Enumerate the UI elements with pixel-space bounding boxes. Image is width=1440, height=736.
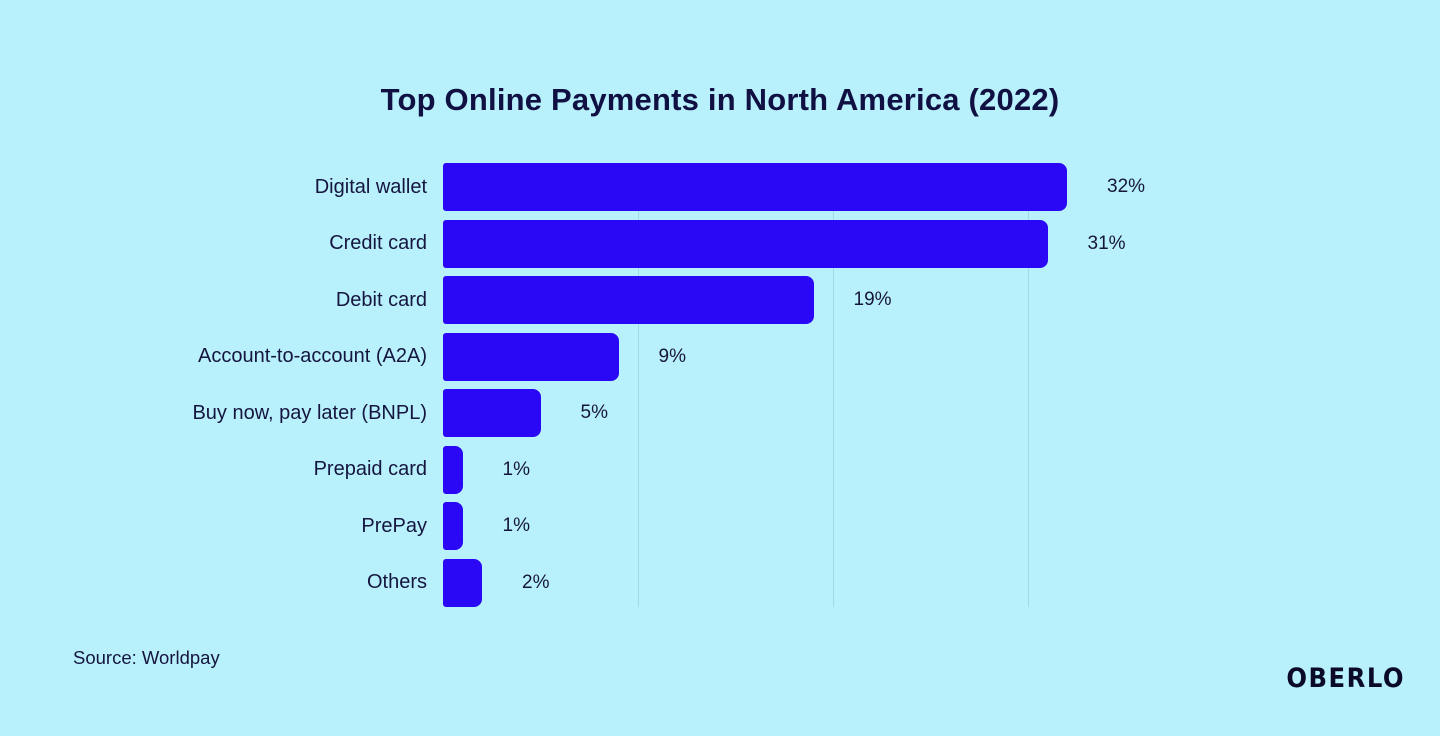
bar	[443, 502, 463, 551]
gridline-20pct	[833, 163, 834, 607]
chart-row: Digital wallet 32%	[0, 163, 1440, 211]
value-label: 9%	[658, 345, 686, 367]
chart-row: Account-to-account (A2A) 9%	[0, 332, 1440, 381]
category-label: Digital wallet	[314, 175, 427, 198]
bar	[443, 219, 1048, 268]
category-label: Account-to-account (A2A)	[198, 345, 427, 368]
value-label: 1%	[502, 458, 530, 480]
bar	[443, 276, 814, 325]
bar	[443, 445, 463, 494]
chart-row: Buy now, pay later (BNPL) 5%	[0, 389, 1440, 438]
source-note: Source: Worldpay	[73, 647, 220, 668]
page-title: Top Online Payments in North America (20…	[380, 82, 1060, 117]
bar-chart: Digital wallet 32% Credit card 31% Debit car…	[0, 163, 1440, 607]
chart-row: Debit card 19%	[0, 276, 1440, 325]
bar	[443, 389, 541, 438]
value-label: 32%	[1107, 176, 1146, 197]
category-label: Prepaid card	[313, 458, 427, 481]
gridline-10pct	[638, 163, 639, 607]
category-label: Others	[366, 571, 427, 594]
bar	[443, 163, 1067, 211]
oberlo-logo: OBERLO	[1286, 663, 1405, 694]
gridline-30pct	[1028, 163, 1029, 607]
category-label: Credit card	[329, 232, 427, 255]
bar	[443, 332, 619, 381]
value-label: 31%	[1087, 232, 1126, 254]
chart-row: Prepaid card 1%	[0, 445, 1440, 494]
category-label: Buy now, pay later (BNPL)	[192, 401, 427, 424]
chart-row: Others 2%	[0, 558, 1440, 607]
value-label: 5%	[580, 402, 608, 424]
chart-row: Credit card 31%	[0, 219, 1440, 268]
chart-rows: Digital wallet 32% Credit card 31% Debit car…	[0, 163, 1440, 607]
category-label: Debit card	[335, 288, 427, 311]
value-label: 1%	[502, 515, 530, 537]
value-label: 19%	[853, 289, 892, 311]
bar	[443, 558, 482, 607]
value-label: 2%	[522, 571, 550, 593]
category-label: PrePay	[361, 514, 427, 537]
chart-row: PrePay 1%	[0, 502, 1440, 551]
